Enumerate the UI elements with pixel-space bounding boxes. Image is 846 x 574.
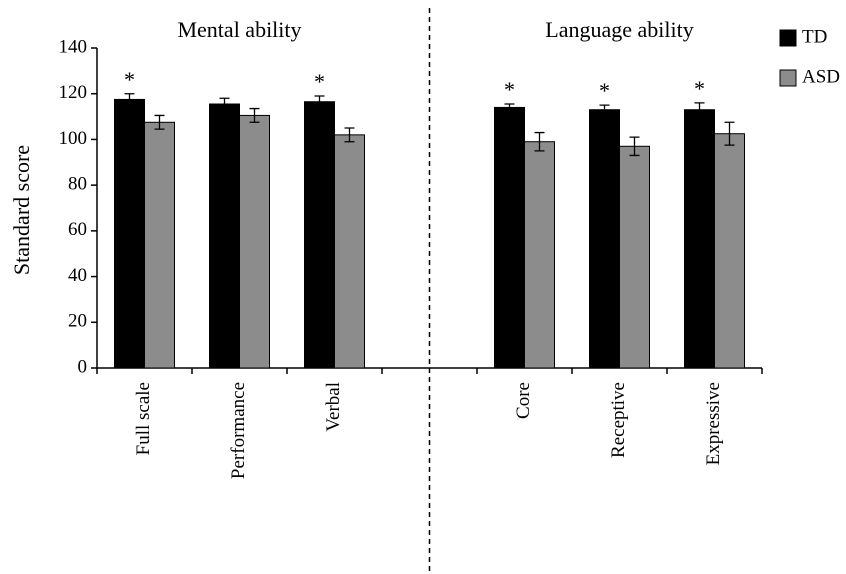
error-bar xyxy=(504,103,515,112)
x-tick-label: Performance xyxy=(228,382,249,479)
legend-label: ASD xyxy=(802,66,840,87)
error-bar xyxy=(534,131,545,152)
y-tick-label: 100 xyxy=(59,128,88,149)
y-tick-label: 140 xyxy=(59,36,88,57)
error-bar xyxy=(694,102,705,118)
error-bar xyxy=(724,121,735,146)
y-tick-label: 120 xyxy=(59,82,88,103)
error-bar xyxy=(314,95,325,109)
error-bar xyxy=(629,136,640,157)
bar xyxy=(714,133,745,369)
significance-marker: * xyxy=(599,78,610,103)
x-tick-label: Full scale xyxy=(133,382,154,455)
y-tick-label: 20 xyxy=(68,311,87,332)
error-bar xyxy=(599,104,610,115)
error-bar xyxy=(124,93,135,106)
bar xyxy=(144,121,175,369)
y-tick-label: 80 xyxy=(68,174,87,195)
group-title: Language ability xyxy=(545,17,693,42)
bar xyxy=(589,109,620,369)
bar xyxy=(619,145,650,369)
error-bar xyxy=(219,97,230,111)
y-axis-label: Standard score xyxy=(9,145,34,275)
legend-label: TD xyxy=(802,26,827,47)
error-bar xyxy=(344,127,355,143)
bar xyxy=(239,114,270,369)
significance-marker: * xyxy=(694,76,705,101)
significance-marker: * xyxy=(124,67,135,92)
error-bar xyxy=(154,114,165,130)
bar xyxy=(209,103,240,369)
y-tick-label: 60 xyxy=(68,219,87,240)
legend-swatch xyxy=(779,29,797,47)
bar xyxy=(494,106,525,369)
bar xyxy=(524,141,555,369)
y-tick-label: 40 xyxy=(68,265,87,286)
legend-swatch xyxy=(779,69,797,87)
x-tick-label: Core xyxy=(513,382,534,419)
significance-marker: * xyxy=(504,77,515,102)
bar xyxy=(334,134,365,369)
bar xyxy=(684,109,715,369)
bar xyxy=(114,98,145,369)
x-tick-label: Verbal xyxy=(323,382,344,432)
error-bar xyxy=(249,107,260,123)
bar xyxy=(304,101,335,369)
y-tick-label: 0 xyxy=(78,356,88,377)
group-title: Mental ability xyxy=(177,17,301,42)
x-tick-label: Expressive xyxy=(703,382,724,465)
significance-marker: * xyxy=(314,69,325,94)
x-tick-label: Receptive xyxy=(608,382,629,458)
